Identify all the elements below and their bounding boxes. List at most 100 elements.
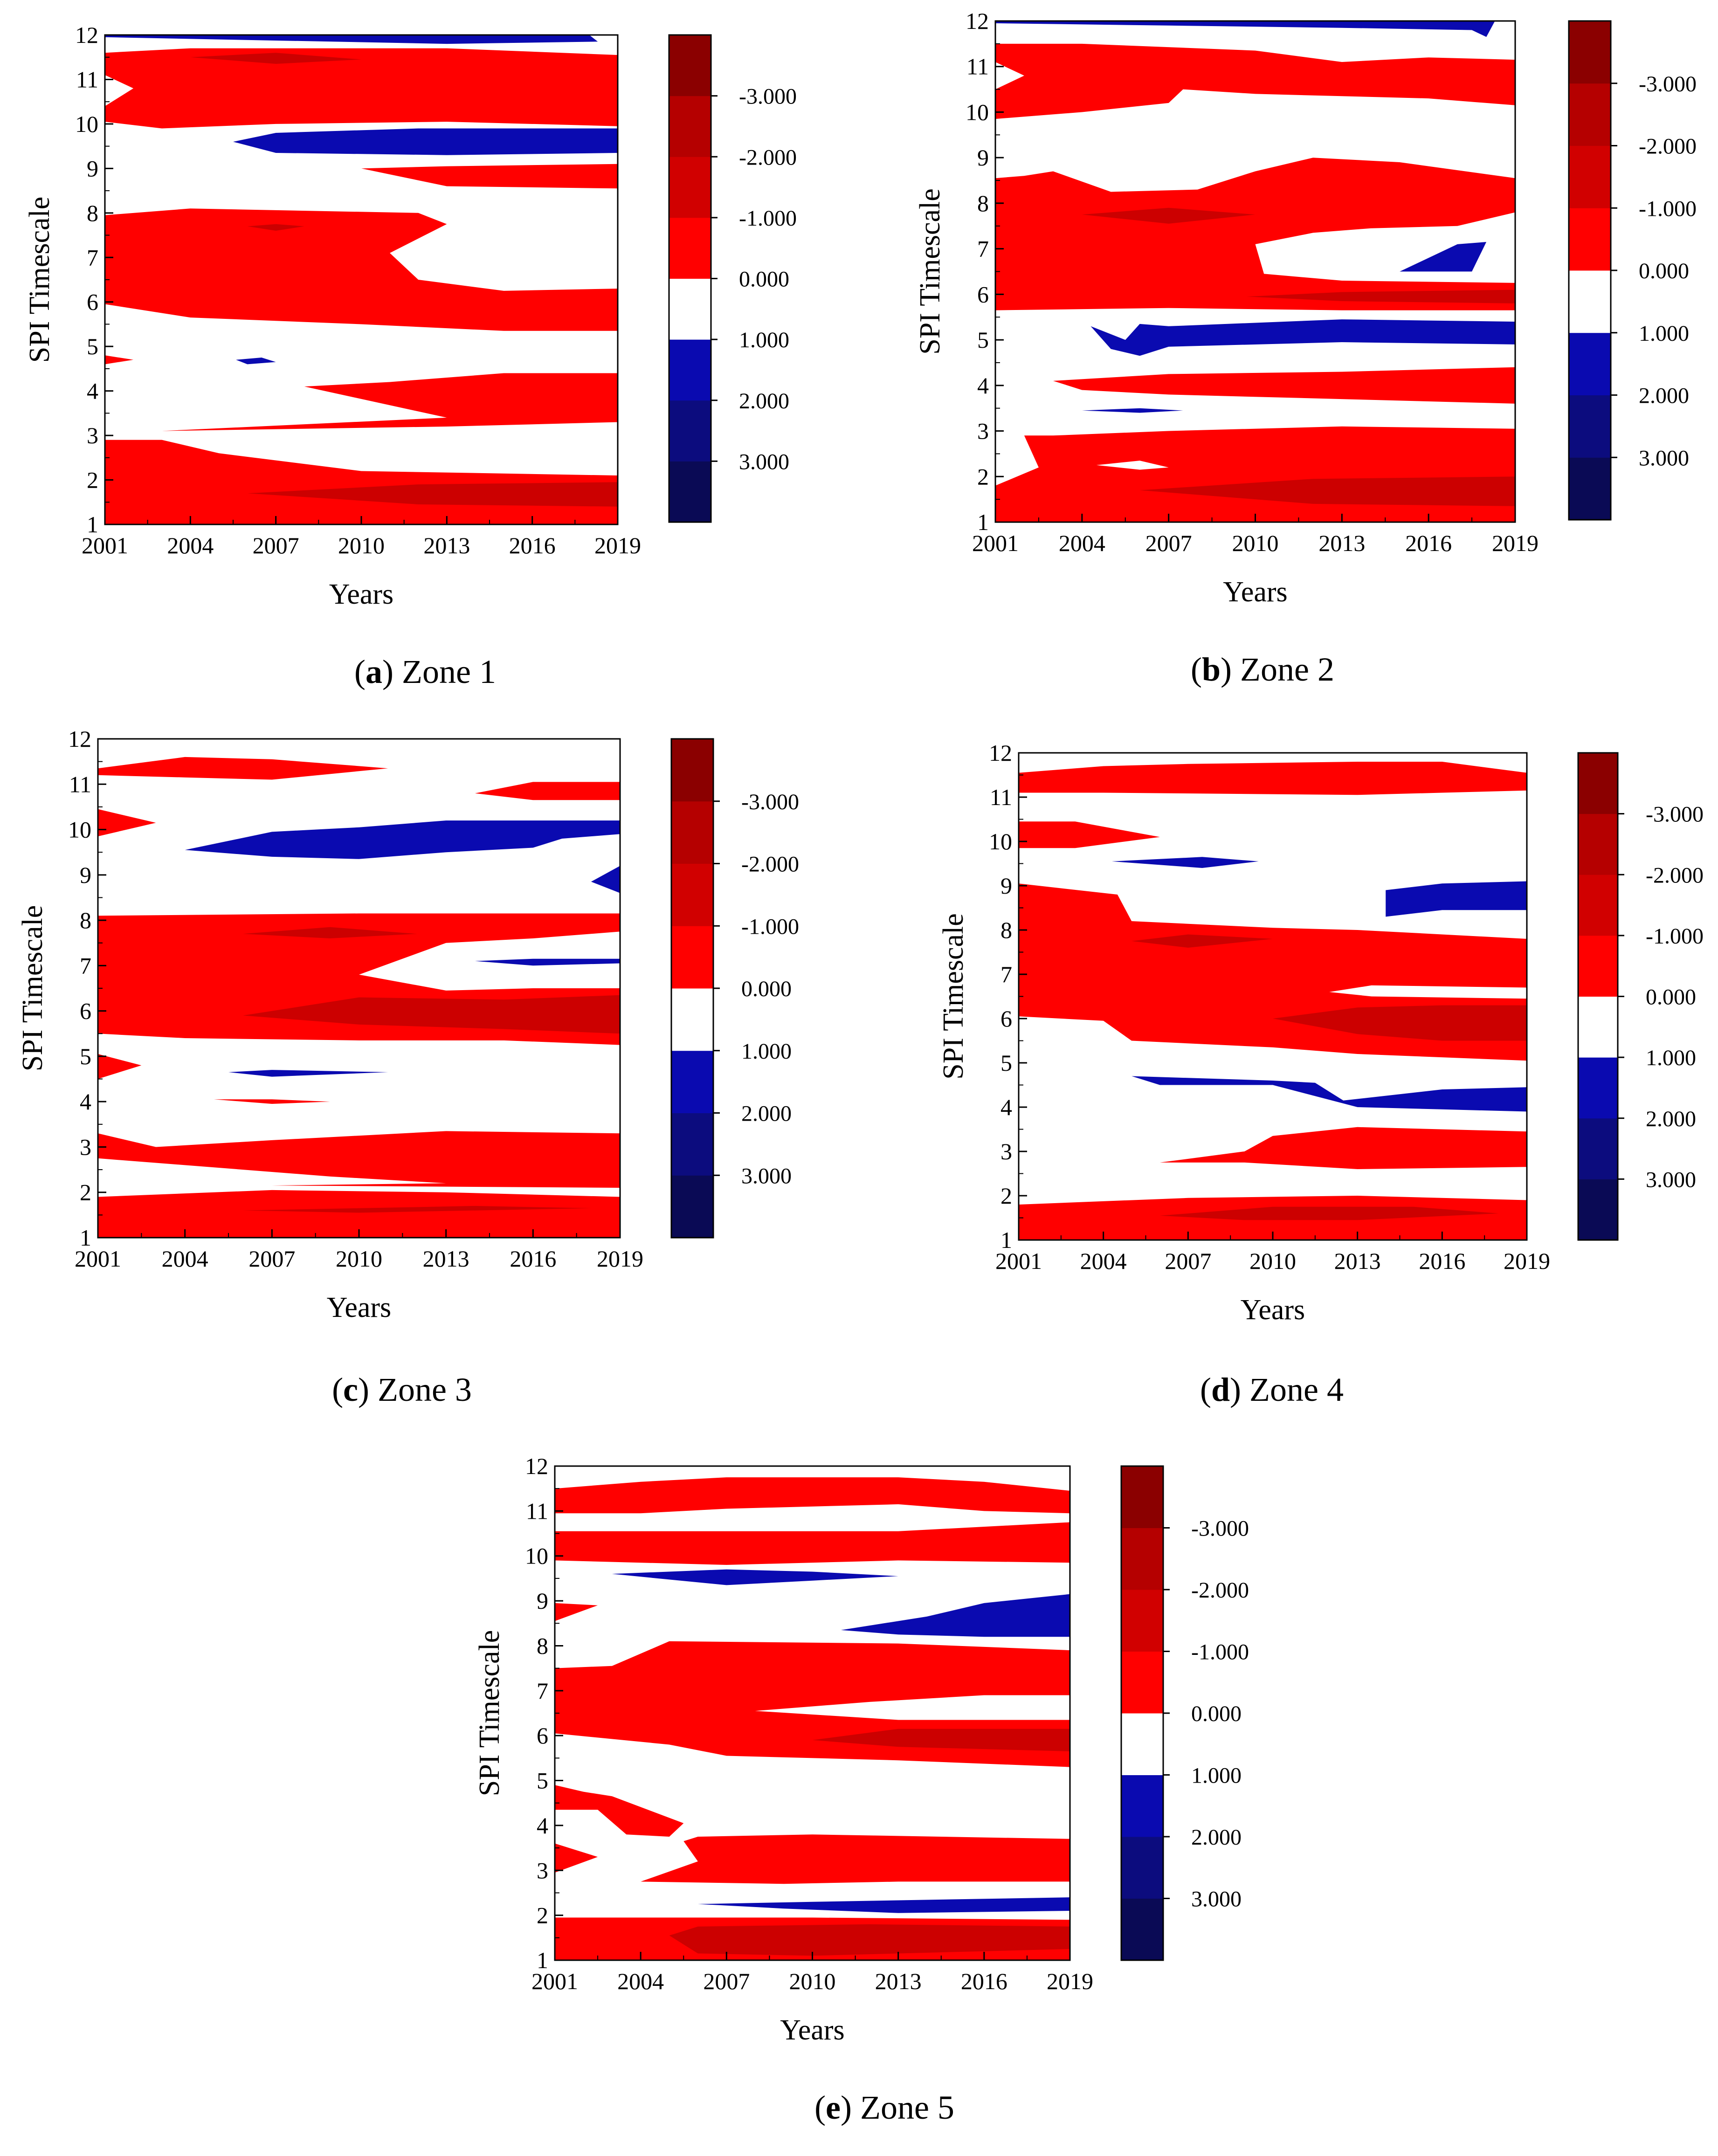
y-tick-label: 10	[966, 99, 989, 125]
colorbar-swatch	[1569, 21, 1611, 84]
y-tick-label: 9	[87, 155, 98, 181]
colorbar-label: 0.000	[739, 267, 789, 292]
colorbar-swatch	[1569, 457, 1611, 520]
colorbar-label: -3.000	[739, 84, 797, 109]
x-tick-label: 2001	[531, 1968, 578, 1994]
panel-caption: (c) Zone 3	[332, 1371, 472, 1408]
x-tick-label: 2013	[1318, 530, 1365, 556]
colorbar-label: -1.000	[1646, 924, 1704, 949]
y-tick-label: 6	[537, 1722, 548, 1749]
y-tick-label: 8	[80, 907, 91, 933]
contour-region-2-level-2	[1159, 1206, 1499, 1220]
colorbar-swatch	[669, 339, 711, 401]
contour-region-3-level0	[1096, 461, 1169, 470]
colorbar-label: 1.000	[739, 328, 789, 352]
colorbar-label: 1.000	[741, 1039, 792, 1064]
contour-regions	[105, 35, 618, 524]
contour-region-2-level-2	[247, 482, 618, 507]
y-tick-label: 1	[977, 509, 989, 535]
contour-region-4-level1	[1132, 1076, 1527, 1112]
y-tick-label: 9	[80, 862, 91, 888]
x-tick-label: 2019	[1492, 530, 1539, 556]
colorbar-swatch	[669, 278, 711, 340]
colorbar-label: 2.000	[739, 389, 789, 413]
contour-region-10-level1	[841, 1594, 1070, 1637]
colorbar-label: -3.000	[1646, 802, 1704, 827]
contour-region-8-level0	[1329, 985, 1527, 999]
colorbar-swatch	[671, 801, 713, 864]
colorbar-swatch	[1121, 1651, 1163, 1714]
x-tick-label: 2004	[617, 1968, 664, 1994]
colorbar-swatch	[671, 1175, 713, 1238]
y-tick-label: 3	[1000, 1138, 1012, 1164]
contour-region-6-level1	[1090, 319, 1515, 356]
y-tick-label: 6	[977, 281, 989, 307]
contour-region-13-level-1	[555, 1522, 1070, 1565]
colorbar-label: -2.000	[741, 852, 799, 877]
contour-region-12-level1	[612, 1569, 898, 1585]
x-tick-label: 2004	[1059, 530, 1105, 556]
contour-region-11-level-2	[190, 53, 361, 64]
x-axis-title: Years	[327, 1292, 391, 1323]
contour-regions	[98, 757, 620, 1238]
x-tick-label: 2013	[875, 1968, 922, 1994]
x-tick-label: 2019	[1047, 1968, 1093, 1994]
contour-region-3-level-1	[98, 1131, 620, 1188]
colorbar: -3.000 -2.000 -1.000 0.000 1.000 2.000 3.000	[1577, 752, 1704, 1241]
contour-region-9-level0	[755, 1695, 1070, 1720]
x-tick-label: 2019	[1504, 1248, 1550, 1274]
colorbar-swatch	[1121, 1837, 1163, 1899]
colorbar-swatch	[669, 96, 711, 157]
colorbar-label: -3.000	[1191, 1516, 1249, 1541]
contour-region-9-level-2	[243, 927, 417, 938]
x-axis-title: Years	[1223, 576, 1287, 608]
y-tick-label: 2	[87, 467, 98, 493]
contour-region-7-level-2	[247, 224, 304, 231]
colorbar-swatch	[1121, 1528, 1163, 1590]
colorbar-swatch	[1569, 395, 1611, 458]
contour-region-5-level1	[236, 358, 276, 365]
y-tick-label: 1	[1000, 1227, 1012, 1253]
colorbar-label: 2.000	[1646, 1107, 1696, 1131]
x-axis-title: Years	[780, 2014, 844, 2046]
colorbar: -3.000 -2.000 -1.000 0.000 1.000 2.000 3.000	[670, 738, 799, 1239]
x-tick-label: 2010	[1232, 530, 1279, 556]
colorbar-label: -2.000	[1646, 863, 1704, 888]
contour-region-2-level-2	[243, 1205, 591, 1213]
y-tick-label: 7	[537, 1678, 548, 1704]
colorbar-label: 0.000	[1646, 985, 1696, 1010]
contour-region-3-level-1	[1159, 1127, 1527, 1169]
colorbar-label: -1.000	[1639, 196, 1697, 221]
colorbar-label: -2.000	[739, 145, 797, 170]
colorbar-swatch	[669, 157, 711, 218]
y-tick-label: 11	[990, 784, 1012, 810]
contour-region-13-level1	[185, 820, 620, 859]
panel-caption: (b) Zone 2	[1191, 651, 1334, 688]
contour-region-16-level-1	[475, 782, 620, 800]
y-tick-label: 9	[977, 145, 989, 171]
colorbar-swatch	[671, 863, 713, 926]
y-tick-label: 4	[87, 378, 98, 404]
contour-region-12-level1	[105, 35, 598, 44]
y-tick-label: 5	[80, 1043, 91, 1069]
colorbar-swatch	[1121, 1898, 1163, 1961]
colorbar-swatch	[1578, 1057, 1618, 1119]
x-tick-label: 2001	[82, 532, 128, 558]
x-tick-label: 2001	[972, 530, 1019, 556]
panel-caption: (a) Zone 1	[354, 653, 496, 690]
y-tick-label: 10	[525, 1543, 548, 1569]
contour-region-10-level1	[1111, 857, 1259, 868]
x-tick-label: 2001	[995, 1248, 1042, 1274]
colorbar-swatch	[1578, 875, 1618, 936]
contour-region-4-level-1	[105, 355, 134, 365]
colorbar-label: 1.000	[1639, 321, 1689, 346]
x-tick-label: 2007	[703, 1968, 750, 1994]
contour-region-8-level-2	[812, 1729, 1070, 1751]
colorbar-swatch	[1578, 813, 1618, 875]
y-tick-label: 8	[87, 200, 98, 226]
colorbar-swatch	[671, 926, 713, 989]
y-tick-label: 8	[977, 190, 989, 216]
contour-region-5-level-1	[1053, 367, 1515, 404]
